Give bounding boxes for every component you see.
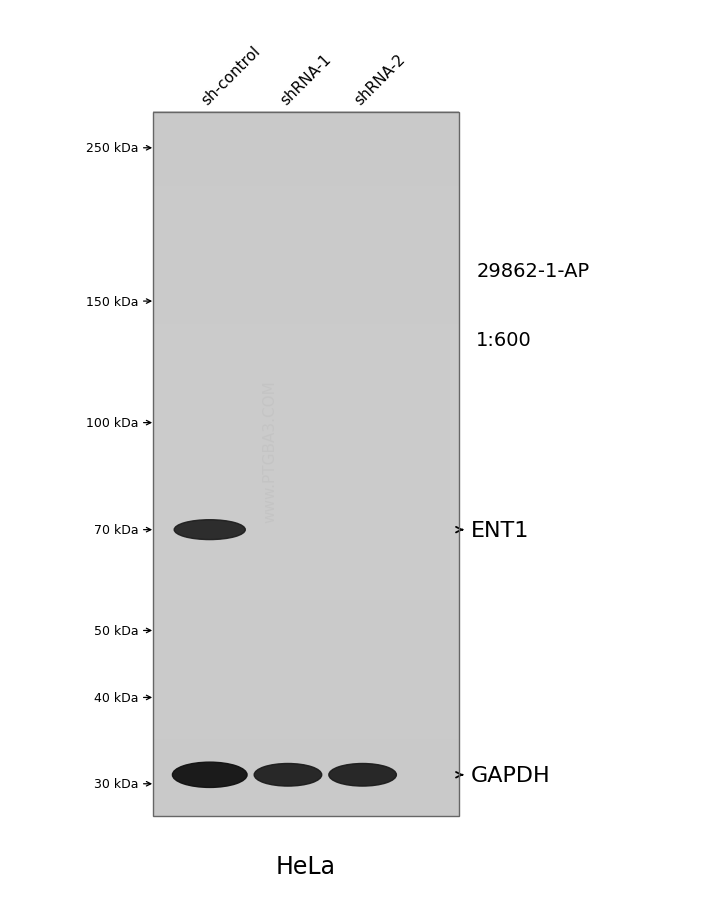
Ellipse shape — [174, 520, 245, 540]
Bar — [153, 113, 459, 816]
Text: ENT1: ENT1 — [471, 520, 529, 540]
Text: 100 kDa: 100 kDa — [86, 417, 139, 429]
Ellipse shape — [255, 764, 321, 787]
Ellipse shape — [329, 764, 397, 787]
Text: 250 kDa: 250 kDa — [86, 143, 139, 155]
Text: 70 kDa: 70 kDa — [94, 523, 139, 537]
Text: shRNA-2: shRNA-2 — [352, 52, 408, 108]
Text: shRNA-1: shRNA-1 — [277, 52, 333, 108]
Text: 40 kDa: 40 kDa — [94, 691, 139, 704]
Text: 29862-1-AP: 29862-1-AP — [476, 262, 589, 281]
Text: HeLa: HeLa — [276, 854, 336, 878]
Text: 1:600: 1:600 — [476, 331, 532, 350]
Text: www.PTGBA3.COM: www.PTGBA3.COM — [262, 380, 278, 522]
Ellipse shape — [172, 762, 247, 787]
Text: sh-control: sh-control — [199, 44, 264, 108]
Text: GAPDH: GAPDH — [471, 765, 550, 785]
Text: 30 kDa: 30 kDa — [94, 778, 139, 790]
Text: 150 kDa: 150 kDa — [86, 295, 139, 308]
Text: 50 kDa: 50 kDa — [94, 624, 139, 637]
